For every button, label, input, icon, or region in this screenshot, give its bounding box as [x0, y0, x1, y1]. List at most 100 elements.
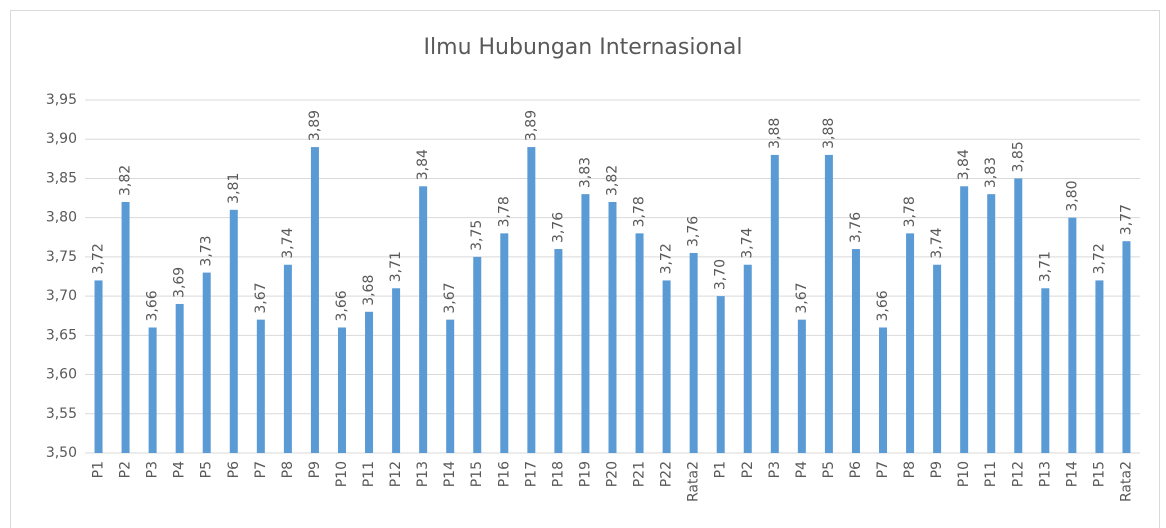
- x-tick-label: P2: [118, 461, 134, 478]
- value-label: 3,74: [929, 227, 945, 258]
- value-label: 3,89: [307, 110, 323, 141]
- value-label: 3,71: [1037, 251, 1053, 282]
- x-tick-label: P3: [145, 461, 161, 478]
- x-tick-label: P10: [334, 461, 350, 487]
- bar: [906, 233, 915, 453]
- x-tick-label: P8: [902, 461, 918, 478]
- bar: [1014, 178, 1023, 453]
- value-label: 3,70: [713, 259, 729, 290]
- x-tick-label: P5: [821, 461, 837, 478]
- value-label: 3,89: [523, 110, 539, 141]
- value-label: 3,80: [1064, 180, 1080, 211]
- y-tick-label: 3,55: [46, 406, 77, 422]
- bar: [1068, 217, 1077, 453]
- value-label: 3,82: [118, 165, 134, 196]
- chart-title: Ilmu Hubungan Internasional: [424, 35, 743, 60]
- x-tick-label: P6: [226, 461, 242, 478]
- x-tick-label: P5: [199, 461, 215, 478]
- bar: [1041, 288, 1050, 453]
- x-tick-label: P17: [523, 461, 539, 487]
- bar: [987, 194, 996, 453]
- bar: [202, 272, 211, 453]
- x-tick-label: P12: [388, 461, 404, 487]
- value-label: 3,78: [496, 196, 512, 227]
- x-tick-label: P13: [1037, 461, 1053, 487]
- bar: [148, 327, 157, 453]
- value-label: 3,88: [767, 118, 783, 149]
- x-tick-label: P18: [550, 461, 566, 487]
- bar: [229, 209, 238, 453]
- x-tick-label: P7: [875, 461, 891, 478]
- value-label: 3,84: [415, 149, 431, 180]
- bar: [446, 319, 455, 453]
- x-tick-label: P7: [253, 461, 269, 478]
- bar: [337, 327, 346, 453]
- bar: [662, 280, 671, 453]
- bar: [851, 249, 860, 453]
- bar: [121, 201, 130, 453]
- bar: [797, 319, 806, 453]
- value-label: 3,68: [361, 275, 377, 306]
- bar: [554, 249, 563, 453]
- value-label: 3,83: [577, 157, 593, 188]
- y-tick-label: 3,75: [46, 249, 77, 265]
- value-label: 3,77: [1118, 204, 1134, 235]
- bar: [1122, 241, 1131, 453]
- value-label: 3,83: [983, 157, 999, 188]
- bar: [365, 311, 374, 453]
- y-tick-label: 3,70: [46, 288, 77, 304]
- value-label: 3,85: [1010, 141, 1026, 172]
- bar: [175, 303, 184, 453]
- x-tick-label: P1: [91, 461, 107, 478]
- y-tick-label: 3,95: [46, 92, 77, 108]
- value-label: 3,73: [199, 235, 215, 266]
- bar: [527, 147, 536, 454]
- bar: [716, 296, 725, 453]
- value-label: 3,78: [632, 196, 648, 227]
- bar: [94, 280, 103, 453]
- value-label: 3,66: [145, 290, 161, 321]
- value-label: 3,84: [956, 149, 972, 180]
- x-tick-label: P11: [361, 461, 377, 487]
- bar: [770, 154, 779, 453]
- value-label: 3,72: [659, 243, 675, 274]
- value-label: 3,74: [280, 227, 296, 258]
- x-tick-label: Rata2: [686, 461, 702, 502]
- x-tick-label: P20: [605, 461, 621, 487]
- x-tick-label: P4: [172, 461, 188, 478]
- value-label: 3,67: [253, 282, 269, 313]
- y-tick-label: 3,85: [46, 170, 77, 186]
- value-label: 3,76: [686, 216, 702, 247]
- value-label: 3,67: [442, 282, 458, 313]
- bar: [824, 154, 833, 453]
- value-label: 3,76: [848, 212, 864, 243]
- x-tick-label: P9: [307, 461, 323, 478]
- x-tick-label: P11: [983, 461, 999, 487]
- bar: [419, 186, 428, 454]
- value-label: 3,72: [91, 243, 107, 274]
- bar: [283, 264, 292, 453]
- bar: [310, 147, 319, 454]
- bar: [256, 319, 265, 453]
- value-label: 3,67: [794, 282, 810, 313]
- y-tick-label: 3,90: [46, 131, 77, 147]
- bar: [608, 201, 617, 453]
- bar: [635, 233, 644, 453]
- x-tick-label: P6: [848, 461, 864, 478]
- bar: [392, 288, 401, 453]
- x-tick-label: P10: [956, 461, 972, 487]
- y-tick-label: 3,60: [46, 367, 77, 383]
- value-label: 3,82: [605, 165, 621, 196]
- x-tick-label: P2: [740, 461, 756, 478]
- bar: [689, 252, 698, 453]
- bar: [933, 264, 942, 453]
- bar: [743, 264, 752, 453]
- value-label: 3,74: [740, 227, 756, 258]
- value-label: 3,72: [1091, 243, 1107, 274]
- x-tick-label: P15: [1091, 461, 1107, 487]
- value-label: 3,88: [821, 118, 837, 149]
- value-label: 3,76: [550, 212, 566, 243]
- value-label: 3,66: [334, 290, 350, 321]
- bar: [1095, 280, 1104, 453]
